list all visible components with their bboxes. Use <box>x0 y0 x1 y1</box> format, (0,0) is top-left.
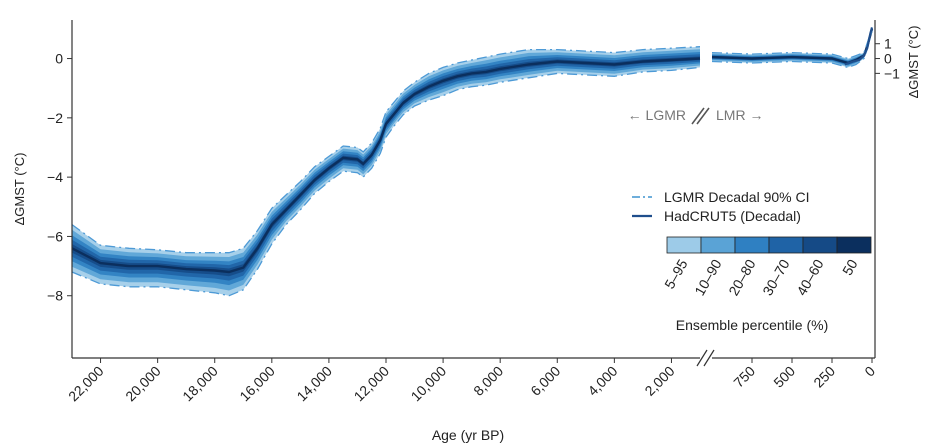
series-lines <box>71 27 874 297</box>
colorbar-cell <box>666 236 702 254</box>
lmr-arrow-label: LMR → <box>716 107 763 123</box>
lmr-median-line <box>711 28 874 65</box>
right-y-tick-label: −1 <box>884 65 900 81</box>
x-lgmr-tick-label: 20,000 <box>122 363 164 405</box>
left-y-tick-label: −6 <box>47 228 63 244</box>
colorbar-cell <box>802 236 838 254</box>
colorbar-label: 40–60 <box>793 256 826 298</box>
x-lgmr-tick-label: 10,000 <box>408 363 450 405</box>
lgmr-arrow-label: ← LGMR <box>628 107 686 123</box>
colorbar-cell <box>700 236 736 254</box>
x-lgmr-tick-label: 12,000 <box>351 363 393 405</box>
x-lgmr-tick-label: 16,000 <box>236 363 278 405</box>
axis-break-mark-1 <box>696 349 708 367</box>
colorbar-label: 5–95 <box>661 256 691 291</box>
colorbar-label: 10–90 <box>691 256 724 298</box>
legend: LGMR Decadal 90% CI HadCRUT5 (Decadal) 5… <box>632 189 872 333</box>
lgmr-lmr-slash-1 <box>691 107 705 125</box>
right-y-tick-label: 0 <box>884 51 892 67</box>
legend-label-hadcrut: HadCRUT5 (Decadal) <box>664 208 801 224</box>
colorbar-cell <box>836 236 872 254</box>
colorbar-cell <box>768 236 804 254</box>
x-axis-label: Age (yr BP) <box>432 427 504 443</box>
x-lgmr-tick-label: 4,000 <box>584 363 620 399</box>
x-lmr-tick-label: 500 <box>770 363 798 391</box>
axis-break-mark-2 <box>703 349 715 367</box>
x-lgmr-tick-label: 22,000 <box>65 363 107 405</box>
x-lgmr-tick-label: 2,000 <box>641 363 677 399</box>
x-lgmr-tick-label: 6,000 <box>527 363 563 399</box>
lgmr-lmr-divider: ← LGMR LMR → <box>628 107 763 125</box>
right-y-axis-label: ΔGMST (°C) <box>906 26 921 99</box>
colorbar-cell <box>734 236 770 254</box>
colorbar-label: 50 <box>839 256 861 278</box>
left-y-axis-label: ΔGMST (°C) <box>12 153 27 226</box>
lgmr-band-30–70 <box>72 54 700 281</box>
lgmr-band-40–60 <box>72 56 700 277</box>
x-lgmr-tick-label: 14,000 <box>293 363 335 405</box>
lgmr-lmr-slash-2 <box>696 107 710 125</box>
left-y-tick-label: −8 <box>47 288 63 304</box>
lgmr-ci-upper-line <box>71 46 701 254</box>
colorbar-title: Ensemble percentile (%) <box>676 317 829 333</box>
lgmr-ci-lower-line <box>71 66 701 297</box>
x-lmr-tick-label: 250 <box>810 363 838 391</box>
percentile-colorbar: 5–95 10–90 20–80 30–70 40–60 50 <box>661 236 872 298</box>
legend-label-ci: LGMR Decadal 90% CI <box>664 189 810 205</box>
lgmr-band-10–90 <box>72 49 700 291</box>
colorbar-label: 20–80 <box>725 256 758 298</box>
left-y-tick-label: −2 <box>47 110 63 126</box>
x-lgmr-tick-label: 8,000 <box>470 363 506 399</box>
ensemble-bands <box>72 27 872 296</box>
right-y-tick-label: 1 <box>884 36 892 52</box>
x-lmr-tick-label: 750 <box>730 363 758 391</box>
lmr-ci-upper-line <box>711 27 873 60</box>
colorbar-label: 30–70 <box>759 256 792 298</box>
left-y-tick-label: 0 <box>55 51 63 67</box>
lgmr-median-line <box>71 57 701 274</box>
left-y-tick-label: −4 <box>47 169 63 185</box>
x-lmr-tick-label: 0 <box>861 363 878 380</box>
x-lgmr-tick-label: 18,000 <box>179 363 221 405</box>
hadcrut5-line <box>844 27 874 66</box>
